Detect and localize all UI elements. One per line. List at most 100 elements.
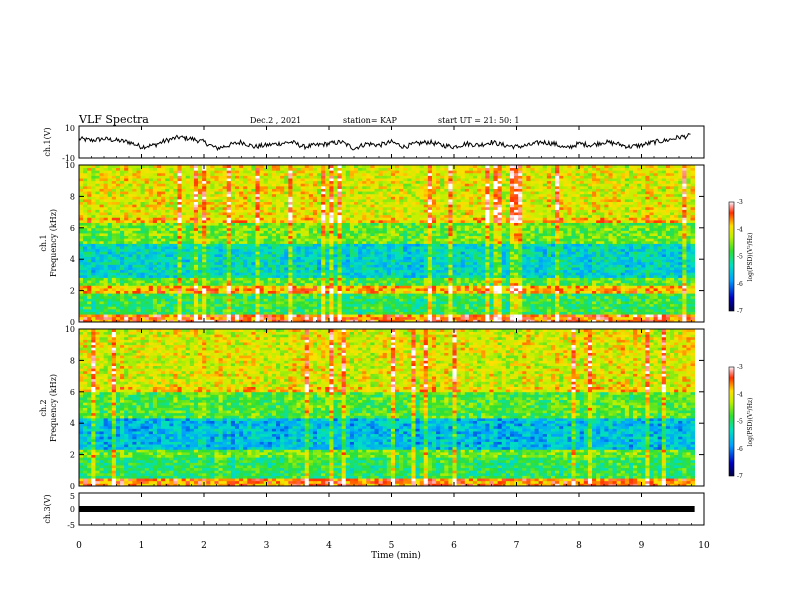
spectrogram-cell <box>612 272 618 276</box>
spectrogram-cell <box>374 235 379 239</box>
spectrogram-cell <box>538 269 544 273</box>
spectrogram-cell <box>321 240 326 244</box>
spectrogram-cell <box>678 251 683 255</box>
spectrogram-cell <box>690 314 696 318</box>
spectrogram-cell <box>152 290 158 294</box>
spectrogram-cell <box>690 285 696 289</box>
spectrogram-cell <box>690 251 696 255</box>
spectrogram-cell <box>329 314 334 318</box>
spectrogram-cell <box>280 243 285 247</box>
spectrogram-cell <box>124 293 129 297</box>
spectrogram-cell <box>120 238 125 242</box>
spectrogram-cell <box>542 261 548 265</box>
spectrogram-cell <box>353 308 359 312</box>
spectrogram-cell <box>628 248 634 252</box>
spectrogram-cell <box>247 290 252 294</box>
spectrogram-cell <box>312 248 318 252</box>
spectrogram-cell <box>456 306 462 310</box>
spectrogram-cell <box>431 280 437 284</box>
spectrogram-cell <box>111 298 117 302</box>
spectrogram-cell <box>555 285 560 289</box>
spectrogram-cell <box>661 319 667 323</box>
spectrogram-cell <box>645 285 650 289</box>
spectrogram-cell <box>288 248 293 252</box>
spectrogram-cell <box>501 311 507 315</box>
spectrogram-cell <box>288 298 293 302</box>
spectrogram-cell <box>686 280 691 284</box>
spectrogram-cell <box>267 238 273 242</box>
spectrogram-cell <box>292 311 297 315</box>
spectrogram-cell <box>670 287 675 291</box>
spectrogram-cell <box>431 269 437 273</box>
spectrogram-cell <box>452 274 457 278</box>
spectrogram-cell <box>206 298 211 302</box>
spectrogram-cell <box>460 240 466 244</box>
spectrogram-cell <box>448 280 453 284</box>
spectrogram-cell <box>473 301 478 305</box>
spectrogram-cell <box>210 233 215 237</box>
spectrogram-cell <box>612 311 618 315</box>
spectrogram-cell <box>444 295 449 299</box>
spectrogram-cell <box>144 267 150 271</box>
spectrogram-cell <box>489 282 494 286</box>
spectrogram-cell <box>415 256 421 260</box>
spectrogram-cell <box>661 243 667 247</box>
spectrogram-cell <box>189 295 195 299</box>
spectrogram-cell <box>583 251 589 255</box>
spectrogram-cell <box>674 246 679 250</box>
spectrogram-cell <box>271 287 277 291</box>
spectrogram-cell <box>538 282 544 286</box>
spectrogram-cell <box>103 319 109 323</box>
spectrogram-cell <box>407 256 412 260</box>
spectrogram-cell <box>468 256 474 260</box>
spectrogram-cell <box>325 280 330 284</box>
spectrogram-cell <box>382 240 388 244</box>
spectrogram-cell <box>674 306 679 310</box>
spectrogram-cell <box>358 235 363 239</box>
spectrogram-cell <box>386 285 392 289</box>
spectrogram-cell <box>489 251 494 255</box>
spectrogram-cell <box>296 285 302 289</box>
spectrogram-cell <box>349 311 355 315</box>
spectrogram-cell <box>181 251 187 255</box>
spectrogram-cell <box>583 319 589 323</box>
spectrogram-cell <box>440 256 445 260</box>
spectrogram-cell <box>156 293 162 297</box>
spectrogram-cell <box>624 316 630 320</box>
spectrogram-cell <box>218 280 224 284</box>
spectrogram-cell <box>132 308 137 312</box>
spectrogram-cell <box>280 306 285 310</box>
spectrogram-cell <box>550 248 556 252</box>
spectrogram-cell <box>592 298 597 302</box>
spectrogram-cell <box>477 287 482 291</box>
spectrogram-cell <box>633 285 638 289</box>
spectrogram-cell <box>226 290 232 294</box>
spectrogram-cell <box>259 264 265 268</box>
spectrogram-cell <box>415 285 421 289</box>
spectrogram-cell <box>645 311 650 315</box>
spectrogram-cell <box>99 251 105 255</box>
spectrogram-cell <box>259 246 265 250</box>
spectrogram-cell <box>505 240 511 244</box>
spectrogram-cell <box>505 290 511 294</box>
spectrogram-cell <box>403 238 408 242</box>
spectrogram-cell <box>382 316 388 320</box>
spectrogram-cell <box>542 308 548 312</box>
spectrogram-cell <box>542 269 548 273</box>
spectrogram-cell <box>473 303 478 307</box>
spectrogram-cell <box>358 301 363 305</box>
spectrogram-cell <box>83 306 88 310</box>
spectrogram-cell <box>288 303 293 307</box>
spectrogram-cell <box>79 301 84 305</box>
spectrogram-cell <box>218 298 224 302</box>
spectrogram-cell <box>423 301 429 305</box>
spectrogram-cell <box>497 290 503 294</box>
spectrogram-cell <box>546 256 552 260</box>
spectrogram-cell <box>202 285 207 289</box>
spectrogram-cell <box>345 253 351 257</box>
spectrogram-cell <box>349 267 355 271</box>
spectrogram-cell <box>505 298 511 302</box>
spectrogram-cell <box>296 308 302 312</box>
spectrogram-cell <box>152 235 158 239</box>
spectrogram-cell <box>333 269 338 273</box>
